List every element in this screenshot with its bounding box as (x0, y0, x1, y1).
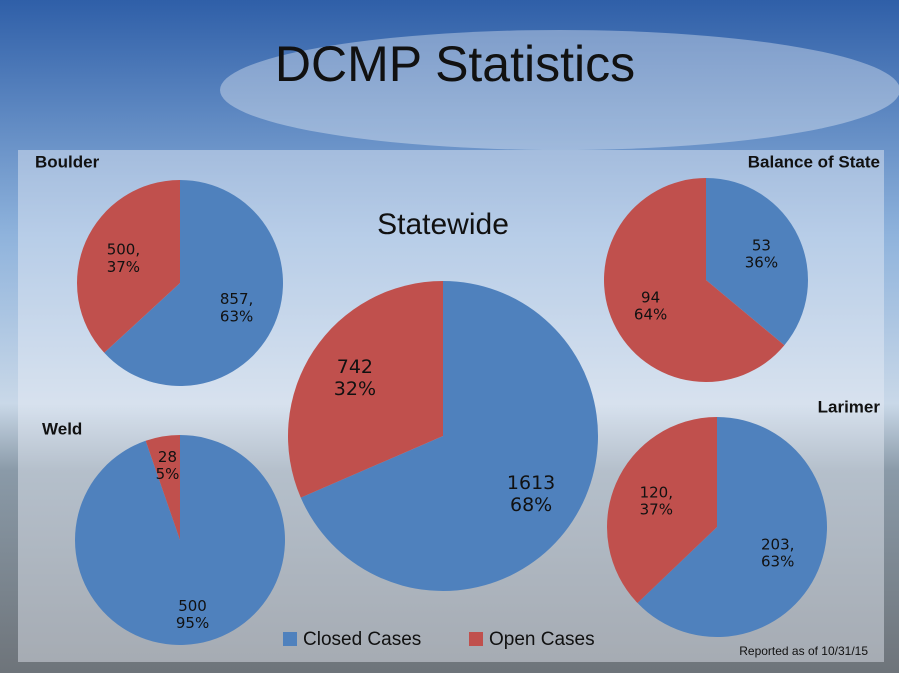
data-label: 120,37% (640, 483, 673, 518)
slide-title: DCMP Statistics (275, 36, 635, 92)
chart-title: Weld (42, 419, 82, 438)
chart-title: Balance of State (748, 152, 880, 171)
footnote: Reported as of 10/31/15 (739, 644, 868, 658)
chart-title: Boulder (35, 152, 100, 171)
data-label: 203,63% (761, 535, 794, 570)
page: DCMP Statistics Reported as of 10/31/15 … (0, 0, 899, 673)
legend-entry: Open Cases (489, 629, 595, 650)
slide: DCMP Statistics Reported as of 10/31/15 … (0, 0, 899, 673)
data-label: 500,37% (107, 240, 140, 275)
legend-entry: Closed Cases (303, 629, 421, 650)
chart-title: Larimer (818, 397, 881, 416)
legend-swatch (469, 632, 483, 646)
chart-title: Statewide (377, 208, 509, 241)
legend-swatch (283, 632, 297, 646)
data-label: 857,63% (220, 290, 253, 325)
